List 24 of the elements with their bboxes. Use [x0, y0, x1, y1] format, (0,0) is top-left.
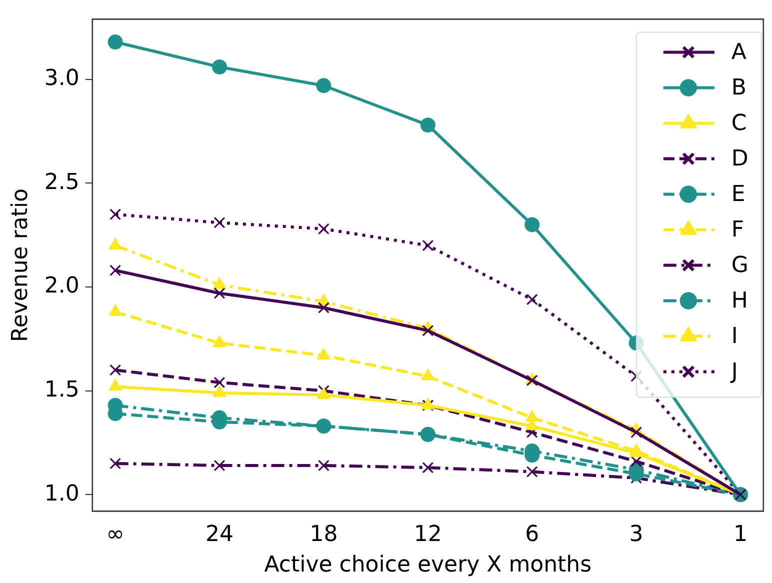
legend-label: H [731, 288, 748, 314]
legend-label: G [731, 252, 748, 278]
x-axis-title: Active choice every X months [264, 552, 592, 578]
legend-label: B [731, 75, 746, 100]
y-tick-label: 1.0 [44, 481, 80, 506]
x-tick-label: 6 [525, 522, 540, 548]
x-tick-label: 1 [733, 522, 748, 548]
y-tick-label: 2.0 [44, 274, 80, 299]
x-tick-label: 12 [414, 522, 442, 548]
y-tick-label: 2.5 [44, 170, 80, 195]
legend-label: A [731, 40, 746, 65]
y-tick-label: 1.5 [44, 378, 80, 403]
x-tick-label: ∞ [106, 522, 124, 548]
legend-label: J [729, 359, 738, 384]
legend-label: F [731, 217, 744, 242]
x-tick-label: 3 [629, 522, 644, 548]
y-axis-title: Revenue ratio [8, 188, 33, 342]
legend-label: I [731, 324, 738, 349]
legend-label: D [731, 146, 748, 172]
legend-label: E [731, 182, 746, 207]
legend-label: C [731, 110, 747, 136]
x-tick-label: 18 [310, 522, 338, 548]
y-tick-label: 3.0 [44, 66, 80, 92]
x-tick-label: 24 [206, 522, 234, 548]
